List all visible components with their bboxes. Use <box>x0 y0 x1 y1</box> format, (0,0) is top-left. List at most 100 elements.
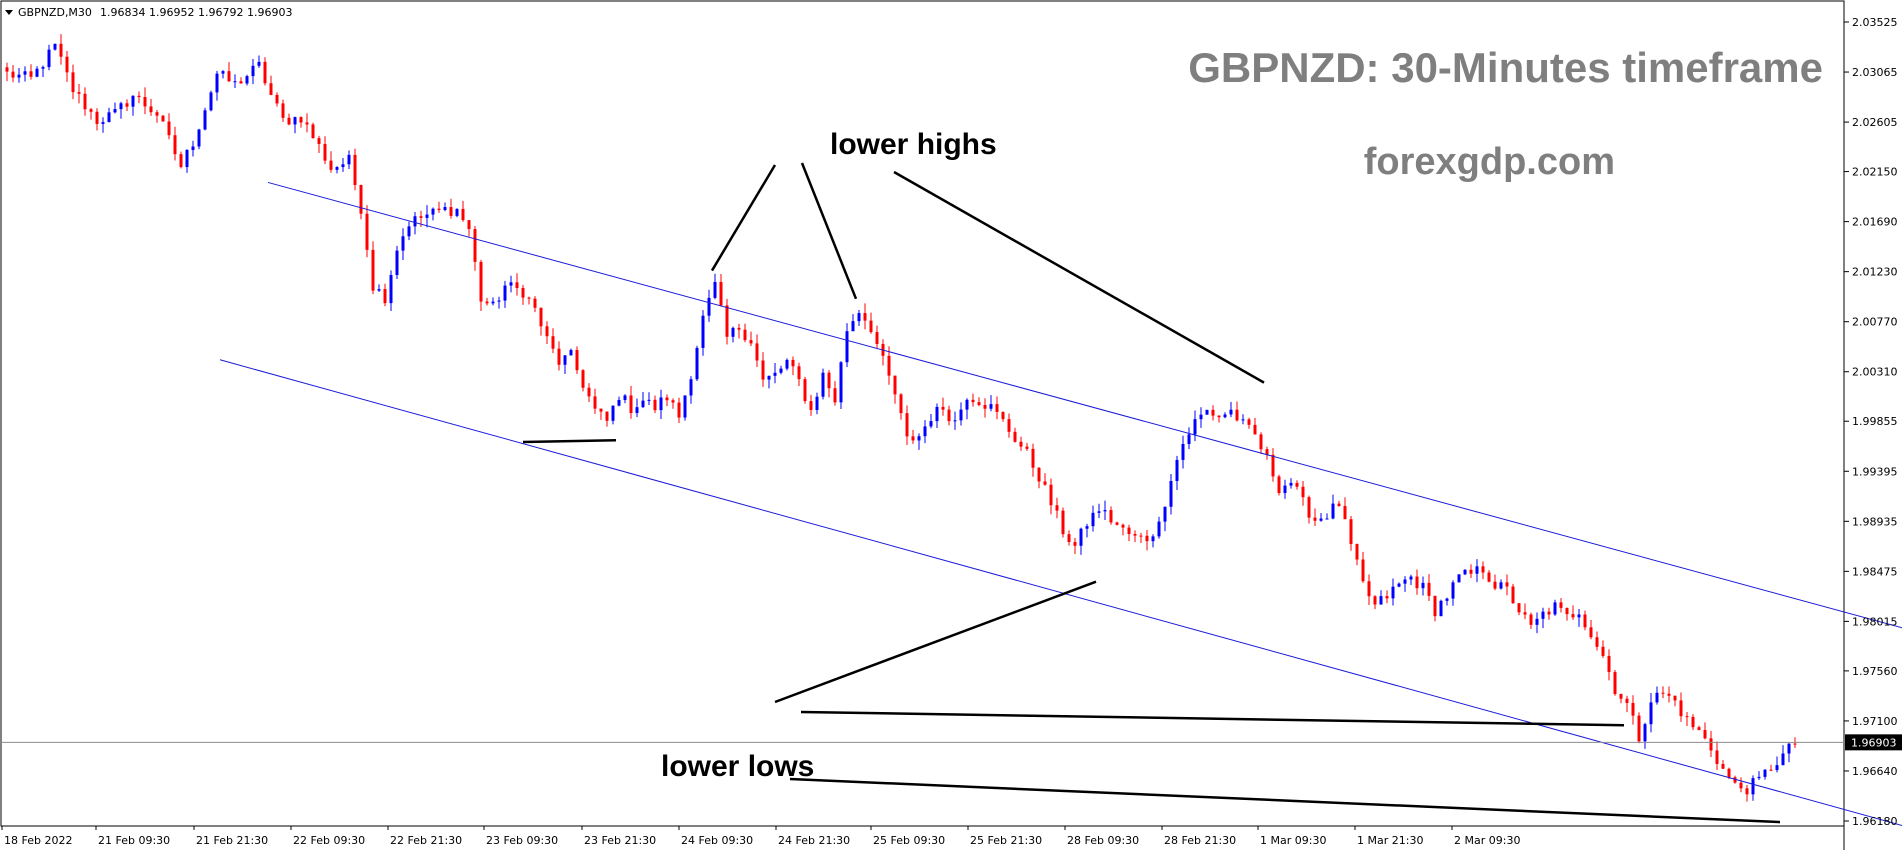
x-tick-label: 18 Feb 2022 <box>4 834 72 847</box>
candle-body <box>899 394 903 414</box>
candle-body <box>1559 602 1563 608</box>
candle-body <box>11 71 15 78</box>
candle <box>1289 478 1293 489</box>
candle <box>1211 405 1215 421</box>
candle-body <box>1487 572 1491 582</box>
candle-body <box>1043 481 1047 485</box>
candle <box>1679 692 1683 722</box>
candle-body <box>1523 612 1527 615</box>
candle <box>1277 474 1281 496</box>
candle-body <box>1001 411 1005 420</box>
candle <box>131 95 135 116</box>
candle-body <box>959 409 963 421</box>
candle <box>209 90 213 112</box>
candle-body <box>791 359 795 367</box>
candle <box>1691 714 1695 731</box>
candle-body <box>473 229 477 262</box>
candle-body <box>761 360 765 380</box>
candle-body <box>1097 511 1101 513</box>
candle-body <box>737 327 741 330</box>
candle <box>1133 530 1137 543</box>
candle <box>71 64 75 100</box>
candle-body <box>1271 454 1275 477</box>
candle-body <box>887 355 891 376</box>
candle <box>179 151 183 169</box>
y-tick-label: 2.00770 <box>1852 316 1898 329</box>
candle-body <box>251 65 255 77</box>
candle-body <box>341 164 345 168</box>
candle <box>1127 524 1131 542</box>
candle-body <box>1031 448 1035 468</box>
candle <box>1571 605 1575 620</box>
candle <box>1259 432 1263 454</box>
candle-body <box>1247 419 1251 425</box>
candle <box>1619 693 1623 704</box>
candle-body <box>1469 569 1473 574</box>
candle <box>1721 760 1725 769</box>
candle <box>797 362 801 387</box>
candle-body <box>923 426 927 437</box>
candle-body <box>1517 603 1521 613</box>
candle <box>1115 521 1119 526</box>
candle-body <box>1049 484 1053 506</box>
y-tick-label: 1.97100 <box>1852 715 1898 728</box>
candle <box>1367 574 1371 606</box>
candle <box>833 381 837 406</box>
candle <box>527 296 531 305</box>
candle-body <box>767 375 771 380</box>
candle-body <box>443 207 447 210</box>
candle <box>977 397 981 407</box>
y-tick-label: 1.98015 <box>1852 615 1898 628</box>
candle-body <box>1391 586 1395 599</box>
candle <box>1541 607 1545 629</box>
candle-body <box>1145 535 1149 542</box>
candle-body <box>467 220 471 230</box>
candle-body <box>1661 692 1665 694</box>
candle-body <box>137 95 141 98</box>
candle-body <box>1367 581 1371 597</box>
candle-body <box>1319 518 1323 521</box>
candle-body <box>77 92 81 94</box>
candle <box>791 356 795 376</box>
candle-body <box>905 413 909 437</box>
candle <box>251 58 255 85</box>
candle <box>227 62 231 82</box>
candle <box>1685 712 1689 726</box>
candle-body <box>1721 763 1725 769</box>
candle-body <box>779 368 783 373</box>
candle-body <box>1757 776 1761 779</box>
candle <box>365 205 369 258</box>
candle-body <box>1091 512 1095 527</box>
candle <box>617 396 621 407</box>
candle-body <box>893 375 897 395</box>
candle-body <box>1061 510 1065 535</box>
x-tick-label: 21 Feb 21:30 <box>196 834 268 847</box>
candle <box>515 273 519 296</box>
candle <box>773 362 777 384</box>
candle-body <box>1211 409 1215 416</box>
candle-body <box>455 208 459 216</box>
candle-body <box>377 289 381 291</box>
candle <box>371 241 375 295</box>
candle <box>1595 631 1599 651</box>
candle <box>1703 722 1707 740</box>
candle <box>953 411 957 430</box>
candle-body <box>857 313 861 322</box>
candle-body <box>527 297 531 299</box>
candle-body <box>1397 583 1401 587</box>
candle-body <box>521 287 525 298</box>
candle-body <box>1181 444 1185 460</box>
candle-body <box>677 402 681 418</box>
candle-body <box>1103 510 1107 512</box>
candle <box>1583 610 1587 631</box>
candle-body <box>1127 527 1131 535</box>
candle <box>1787 743 1791 763</box>
candle <box>1139 532 1143 543</box>
candle-body <box>449 207 453 216</box>
candle-body <box>929 421 933 427</box>
candle-body <box>1223 414 1227 418</box>
candle-body <box>1493 581 1497 589</box>
candle-body <box>335 167 339 170</box>
candle-body <box>875 332 879 344</box>
candle-body <box>1775 765 1779 771</box>
